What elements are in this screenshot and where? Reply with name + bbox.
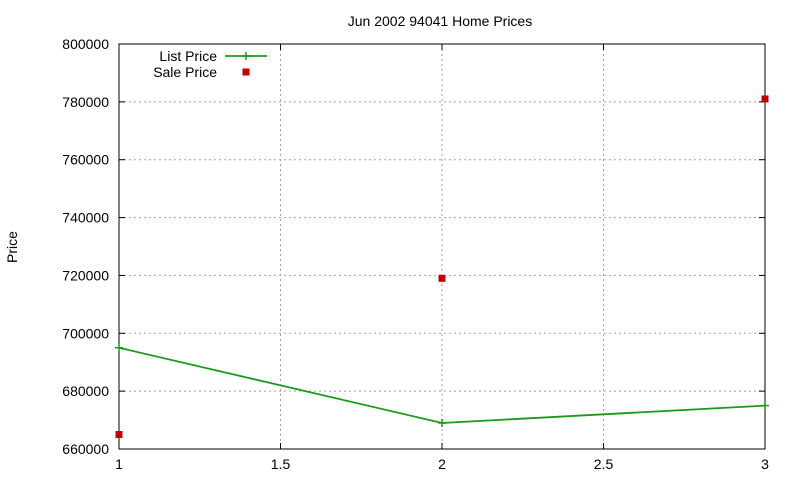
- x-tick-label: 1.5: [271, 456, 291, 472]
- y-tick-label: 700000: [62, 325, 109, 341]
- y-tick-label: 760000: [62, 152, 109, 168]
- y-tick-label: 720000: [62, 267, 109, 283]
- y-tick-label: 660000: [62, 441, 109, 457]
- y-axis-label: Price: [4, 231, 20, 263]
- x-tick-label: 2.5: [594, 456, 614, 472]
- sale-price-point: [438, 274, 446, 282]
- list-price-point: [115, 343, 123, 352]
- legend-label: List Price: [159, 48, 217, 64]
- y-tick-label: 740000: [62, 210, 109, 226]
- y-tick-label: 780000: [62, 94, 109, 110]
- tick-layer: 1 1.5 2 2.5 3 660000 680000 700000 720000 740000 7…: [62, 36, 769, 472]
- x-tick-label: 2: [438, 456, 446, 472]
- list-price-point: [438, 418, 446, 427]
- sale-price-point: [115, 431, 123, 439]
- series-layer: [115, 95, 769, 439]
- legend-swatch-square: [242, 68, 250, 76]
- grid-layer: [118, 43, 766, 450]
- y-tick-label: 680000: [62, 383, 109, 399]
- legend-label: Sale Price: [153, 64, 217, 80]
- x-tick-label: 3: [761, 456, 769, 472]
- chart-title: Jun 2002 94041 Home Prices: [348, 13, 532, 29]
- list-price-point: [242, 52, 250, 60]
- y-tick-label: 800000: [62, 36, 109, 52]
- x-tick-label: 1: [115, 456, 123, 472]
- list-price-point: [761, 401, 769, 410]
- sale-price-point: [761, 95, 769, 103]
